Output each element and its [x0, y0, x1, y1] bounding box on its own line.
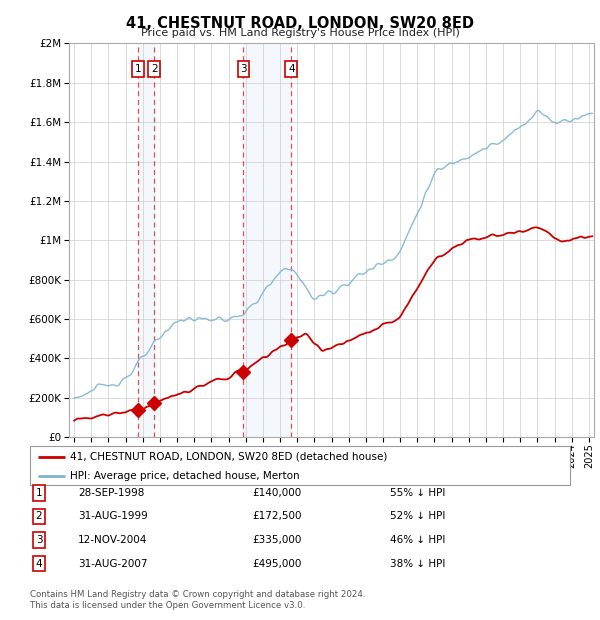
Text: 38% ↓ HPI: 38% ↓ HPI: [390, 559, 445, 569]
Text: HPI: Average price, detached house, Merton: HPI: Average price, detached house, Mert…: [71, 471, 300, 481]
Bar: [139, 43, 154, 437]
Text: 2: 2: [35, 512, 43, 521]
Bar: [244, 43, 292, 437]
Text: 41, CHESTNUT ROAD, LONDON, SW20 8ED (detached house): 41, CHESTNUT ROAD, LONDON, SW20 8ED (det…: [71, 452, 388, 462]
Text: 31-AUG-2007: 31-AUG-2007: [78, 559, 148, 569]
Text: 3: 3: [35, 535, 43, 545]
Text: £335,000: £335,000: [252, 535, 301, 545]
Text: 41, CHESTNUT ROAD, LONDON, SW20 8ED: 41, CHESTNUT ROAD, LONDON, SW20 8ED: [126, 16, 474, 31]
Text: Price paid vs. HM Land Registry's House Price Index (HPI): Price paid vs. HM Land Registry's House …: [140, 28, 460, 38]
Text: £140,000: £140,000: [252, 488, 301, 498]
Text: Contains HM Land Registry data © Crown copyright and database right 2024.: Contains HM Land Registry data © Crown c…: [30, 590, 365, 600]
Text: 1: 1: [135, 64, 142, 74]
Text: 55% ↓ HPI: 55% ↓ HPI: [390, 488, 445, 498]
Text: 2: 2: [151, 64, 157, 74]
Text: 52% ↓ HPI: 52% ↓ HPI: [390, 512, 445, 521]
Text: This data is licensed under the Open Government Licence v3.0.: This data is licensed under the Open Gov…: [30, 601, 305, 611]
Text: 4: 4: [35, 559, 43, 569]
Text: 31-AUG-1999: 31-AUG-1999: [78, 512, 148, 521]
Text: 46% ↓ HPI: 46% ↓ HPI: [390, 535, 445, 545]
Text: 28-SEP-1998: 28-SEP-1998: [78, 488, 145, 498]
Text: 3: 3: [240, 64, 247, 74]
Text: 4: 4: [288, 64, 295, 74]
FancyBboxPatch shape: [30, 446, 570, 485]
Text: £495,000: £495,000: [252, 559, 301, 569]
Text: 1: 1: [35, 488, 43, 498]
Text: £172,500: £172,500: [252, 512, 302, 521]
Text: 12-NOV-2004: 12-NOV-2004: [78, 535, 148, 545]
